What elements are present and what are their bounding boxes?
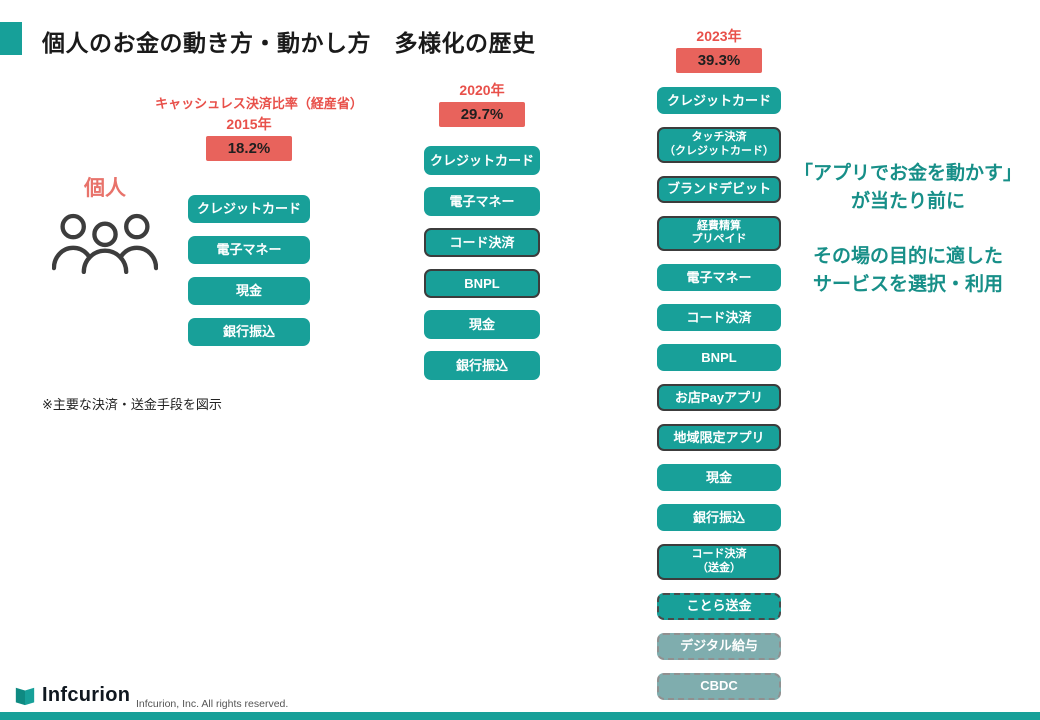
payment-item: ことら送金 [657,592,781,620]
payment-item: 銀行振込 [657,504,781,531]
cashless-rate-badge-2023: 39.3% [676,48,762,73]
payment-item: クレジットカード [424,146,540,175]
payment-item: BNPL [424,269,540,298]
payment-item: 電子マネー [424,187,540,216]
cashless-rate-badge-2015: 18.2% [206,136,292,161]
payment-item: 現金 [188,277,310,305]
brand-name: Infcurion [42,684,131,706]
pill-stack-2015: クレジットカード 電子マネー 現金 銀行振込 [188,195,310,346]
pill-stack-2020: クレジットカード 電子マネー コード決済 BNPL 現金 銀行振込 [424,146,540,380]
person-label: 個人 [84,177,126,200]
payment-item: コード決済 （送金） [657,544,781,580]
payment-item: BNPL [657,344,781,371]
payment-item: CBDC [657,672,781,700]
payment-item: 電子マネー [657,264,781,291]
payment-item: ブランドデビット [657,175,781,203]
infcurion-logo-icon [15,687,35,705]
payment-item: 現金 [424,310,540,339]
column-2015: 2015年 18.2% クレジットカード 電子マネー 現金 銀行振込 [188,114,310,346]
page-title: 個人のお金の動き方・動かし方 多様化の歴史 [42,30,536,56]
column-2020: 2020年 29.7% クレジットカード 電子マネー コード決済 BNPL 現金… [424,80,540,380]
key-message-line-1: 「アプリでお金を動かす」 が当たり前に [793,163,1022,212]
payment-item: 経費精算 プリペイド [657,215,781,251]
payment-item: クレジットカード [188,195,310,223]
payment-item: コード決済 [657,304,781,331]
payment-item: 地域限定アプリ [657,424,781,451]
payment-item: タッチ決済 （クレジットカード） [657,127,781,163]
payment-item: 現金 [657,464,781,491]
year-label-2023: 2023年 [696,28,742,44]
cashless-note: キャッシュレス決済比率（経産省） [155,96,363,111]
key-message-line-2: その場の目的に適した サービスを選択・利用 [812,246,1003,295]
people-icon [52,213,158,274]
column-2023: 2023年 39.3% クレジットカード タッチ決済 （クレジットカード） ブラ… [657,26,781,700]
copyright-text: Infcurion, Inc. All rights reserved. [136,698,289,710]
key-message: 「アプリでお金を動かす」 が当たり前に その場の目的に適した サービスを選択・利… [788,160,1028,298]
year-label-2015: 2015年 [226,116,272,132]
footnote: ※主要な決済・送金手段を図示 [42,397,222,412]
payment-item: クレジットカード [657,87,781,114]
payment-item: 電子マネー [188,236,310,264]
payment-item: お店Payアプリ [657,384,781,411]
payment-item: 銀行振込 [424,351,540,380]
year-label-2020: 2020年 [459,82,505,98]
payment-item: 銀行振込 [188,318,310,346]
person-block: 個人 [46,172,164,274]
payment-item: コード決済 [424,228,540,257]
footer-logo: Infcurion [14,684,130,707]
bottom-bar [0,712,1040,720]
accent-square [0,22,22,55]
pill-stack-2023: クレジットカード タッチ決済 （クレジットカード） ブランドデビット 経費精算 … [657,87,781,700]
cashless-rate-badge-2020: 29.7% [439,102,525,127]
payment-item: デジタル給与 [657,632,781,660]
